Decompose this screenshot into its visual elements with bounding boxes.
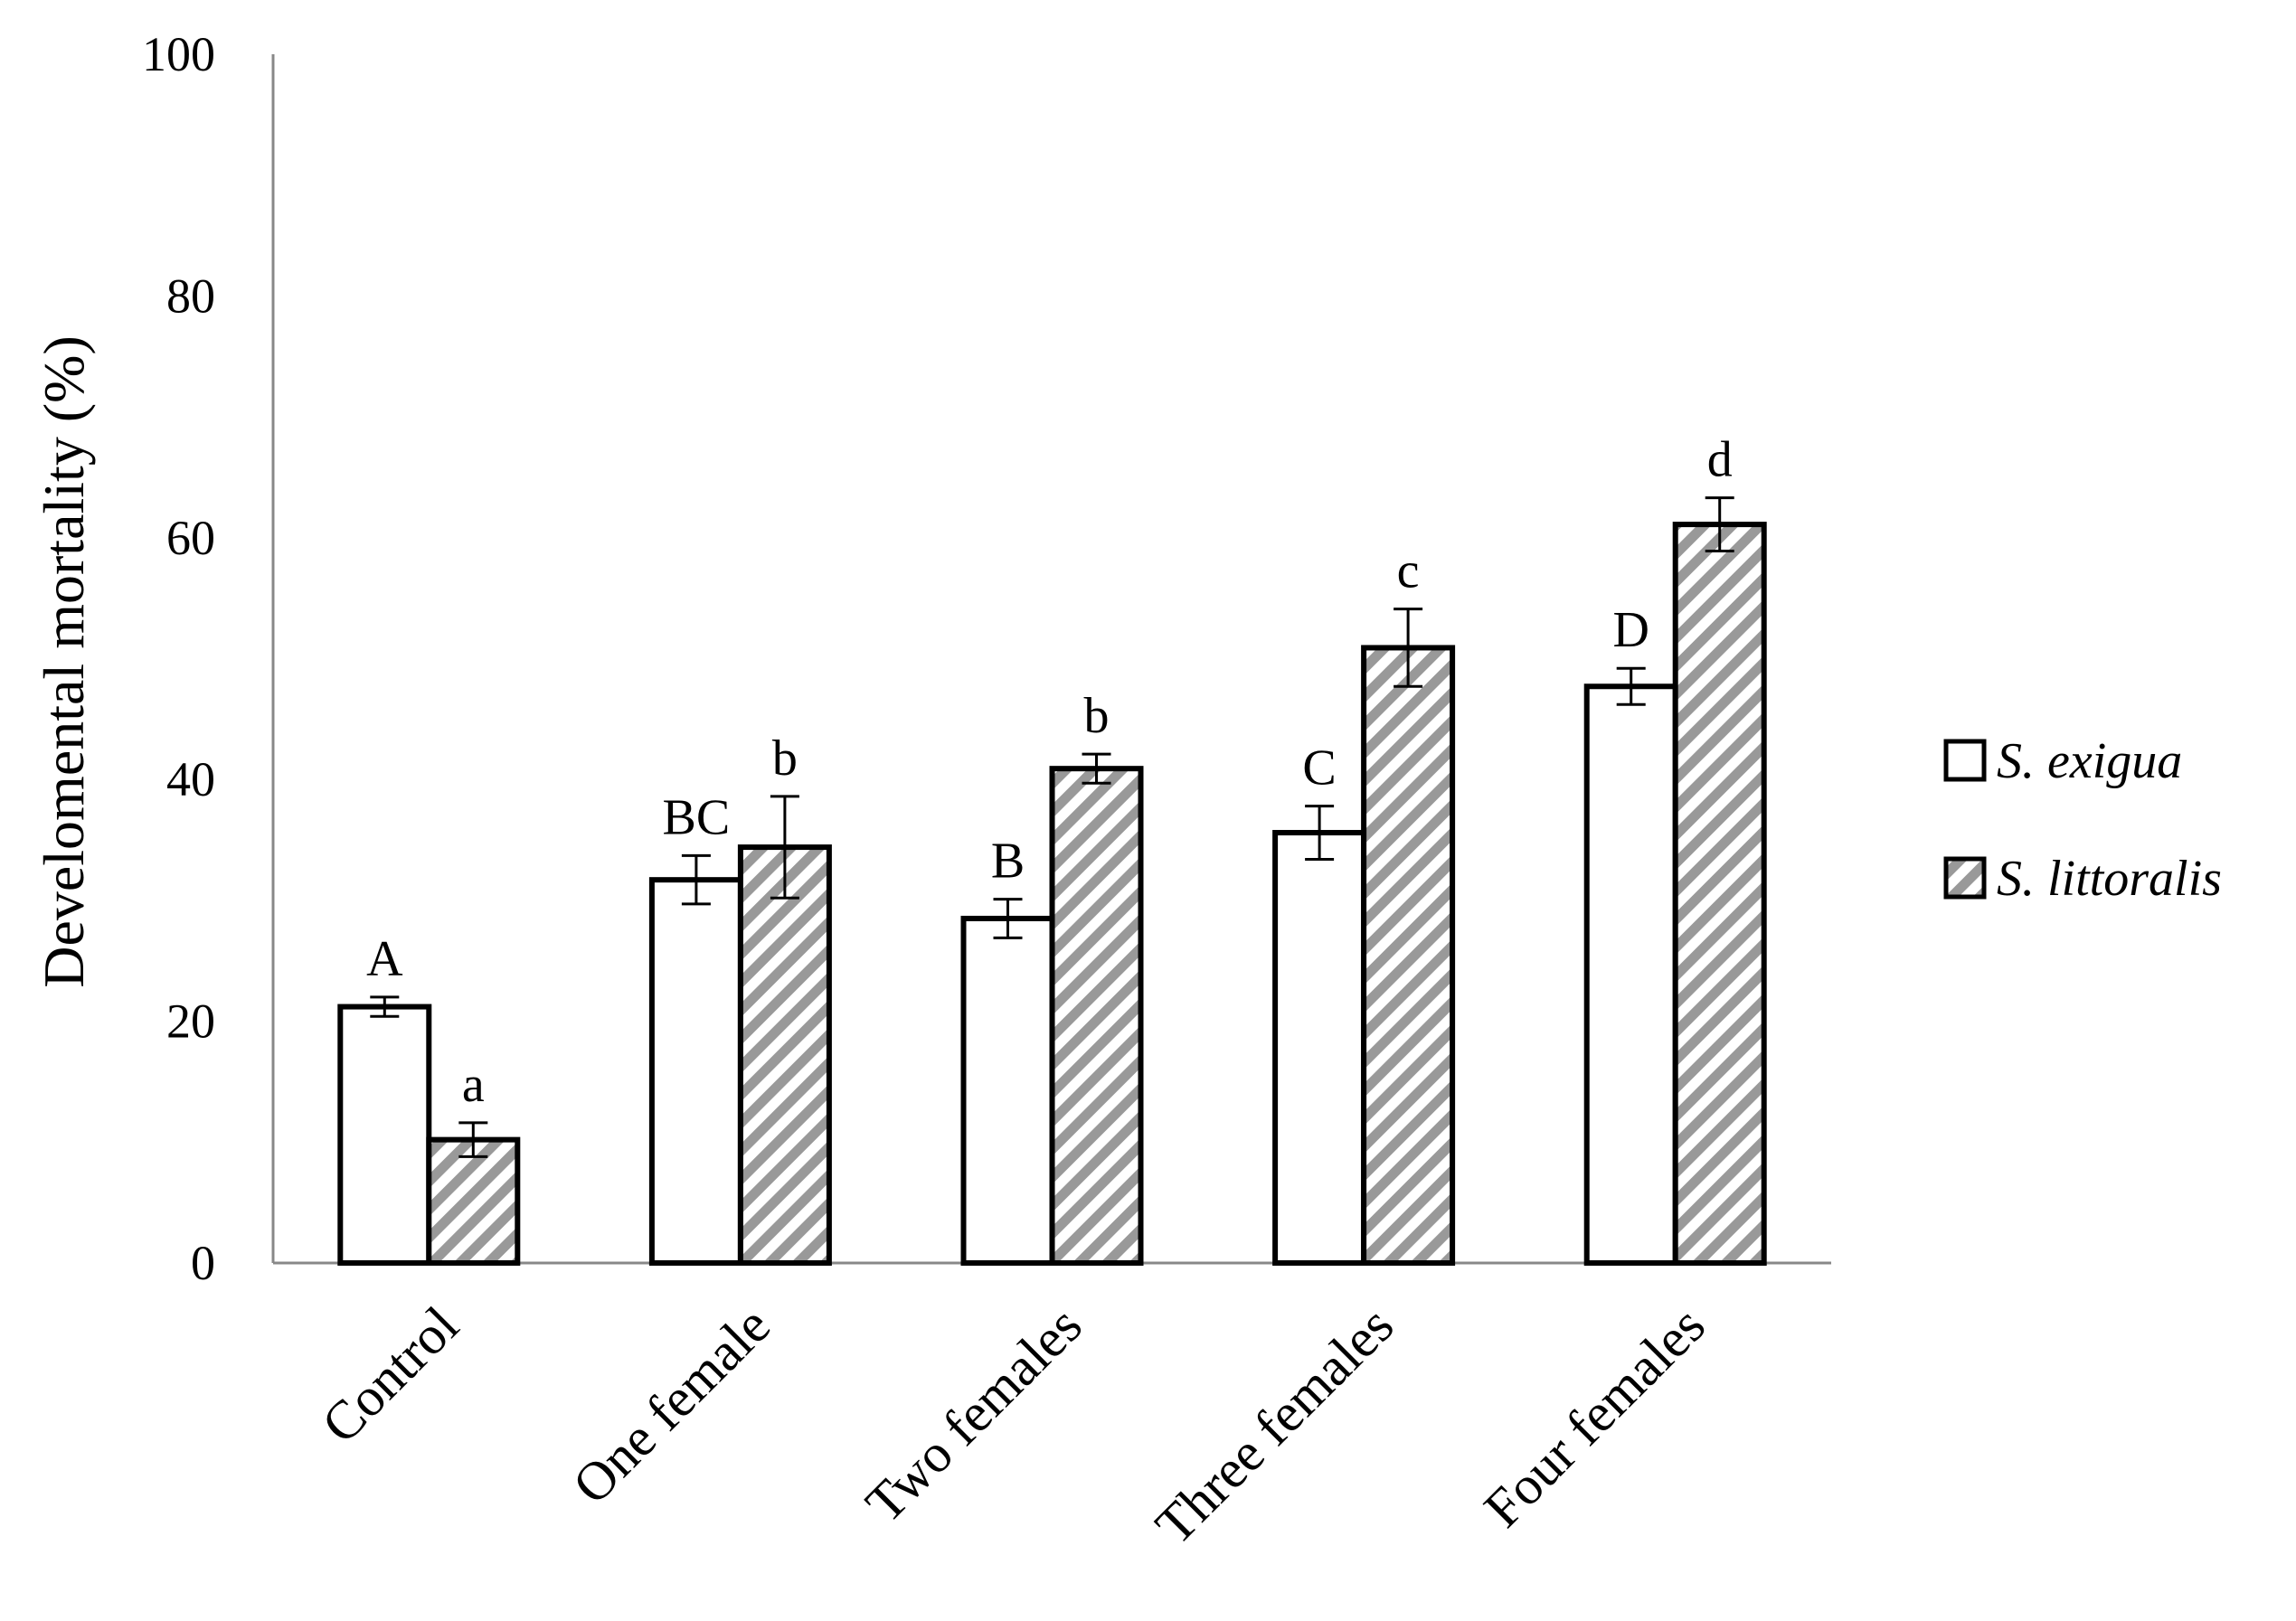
x-tick-label: Four females <box>1473 1296 1716 1539</box>
y-tick-label: 60 <box>166 511 215 565</box>
bar-s-littoralis <box>1049 766 1144 1266</box>
y-axis-title: Develomental mortality (%) <box>32 335 96 988</box>
x-tick-label: Control <box>310 1296 469 1455</box>
legend-label: S. littoralis <box>1997 851 2222 907</box>
bar-s-littoralis <box>426 1136 521 1266</box>
y-tick-label: 20 <box>166 994 215 1049</box>
legend-label: S. exigua <box>1997 733 2182 789</box>
bar-s-littoralis <box>1672 522 1767 1266</box>
y-tick-label: 100 <box>142 27 215 81</box>
x-tick-label: One female <box>562 1296 781 1515</box>
significance-letter: BC <box>663 789 731 845</box>
legend: S. exigua S. littoralis <box>1943 733 2222 907</box>
bar-s-exigua <box>960 915 1055 1267</box>
significance-letter: b <box>772 730 798 787</box>
y-tick-label: 40 <box>166 752 215 806</box>
bar-s-littoralis <box>737 844 832 1267</box>
axes: 0 20 40 60 80 100 Develomental mortality (%) <box>32 27 1831 1290</box>
y-tick-label: 0 <box>191 1236 215 1290</box>
significance-letter: a <box>462 1057 485 1113</box>
significance-letter: D <box>1612 602 1649 658</box>
y-tick-label: 80 <box>166 269 215 323</box>
bar-s-exigua <box>1272 830 1367 1266</box>
x-tick-label: Two females <box>855 1296 1093 1534</box>
bar-s-littoralis <box>1361 645 1456 1266</box>
significance-letter: C <box>1302 740 1336 796</box>
x-tick-label: Three females <box>1144 1296 1404 1556</box>
significance-letter: d <box>1707 432 1733 488</box>
significance-letter: b <box>1084 688 1110 744</box>
significance-letter: A <box>366 931 403 987</box>
significance-letter: B <box>991 834 1025 890</box>
significance-letter: c <box>1397 543 1420 599</box>
bars <box>337 496 1767 1267</box>
legend-swatch-s-littoralis <box>1943 856 1987 900</box>
bar-s-exigua <box>1583 683 1678 1266</box>
bar-s-exigua <box>648 877 743 1267</box>
legend-swatch-s-exigua <box>1943 739 1987 782</box>
bar-s-exigua <box>337 1004 432 1267</box>
